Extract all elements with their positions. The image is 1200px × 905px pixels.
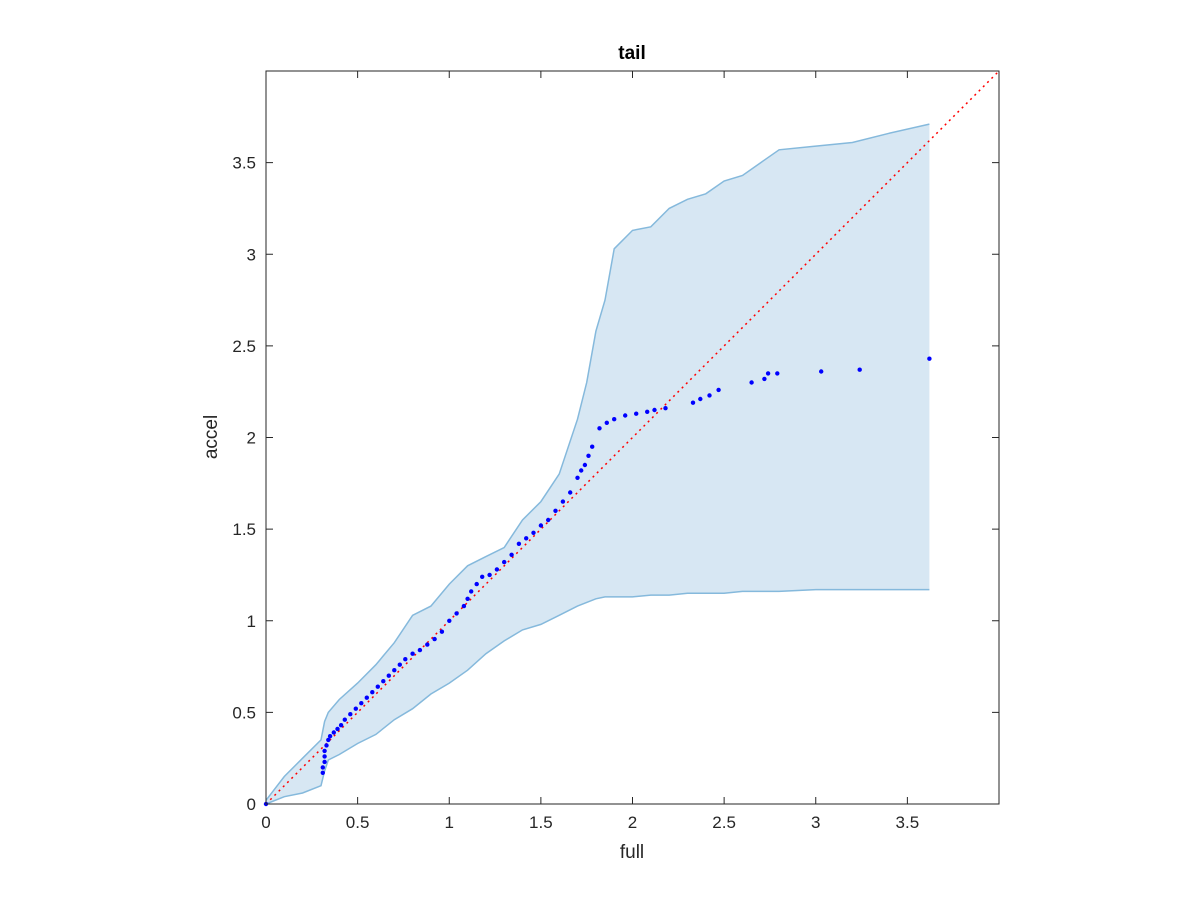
data-point (381, 679, 386, 684)
data-point (568, 490, 573, 495)
data-point (322, 748, 327, 754)
data-point (716, 387, 721, 393)
data-point (322, 759, 327, 765)
data-point (375, 684, 380, 689)
data-point (322, 754, 327, 759)
data-point (538, 523, 544, 528)
y-tick-label: 0 (247, 795, 256, 814)
data-point (707, 393, 712, 398)
data-point (775, 371, 780, 376)
data-point (597, 426, 602, 431)
data-point (335, 726, 340, 732)
data-point (590, 444, 595, 449)
data-point (461, 603, 467, 609)
x-tick-label: 0.5 (346, 813, 370, 832)
data-point (579, 468, 584, 473)
data-point (698, 396, 703, 402)
data-point (509, 552, 514, 557)
data-point (410, 651, 415, 656)
data-point (582, 462, 588, 468)
data-point (819, 369, 824, 374)
data-point (762, 376, 767, 382)
y-axis-label: accel (201, 415, 222, 459)
data-point (331, 730, 336, 735)
data-point (927, 356, 932, 361)
data-point (342, 717, 347, 722)
y-tick-label: 1 (247, 612, 256, 631)
data-point (364, 695, 369, 700)
data-point (690, 400, 696, 405)
y-tick-label: 1.5 (232, 520, 256, 539)
x-tick-label: 2 (628, 813, 637, 832)
confidence-band (266, 124, 930, 805)
data-point (320, 765, 325, 770)
data-point (425, 642, 430, 647)
data-point (612, 417, 617, 422)
data-point (749, 380, 754, 385)
band-lower-edge (265, 588, 930, 805)
y-tick-label: 3 (247, 245, 256, 264)
data-point (604, 420, 609, 425)
x-tick-label: 1 (445, 813, 454, 832)
data-point (765, 371, 771, 376)
data-point (432, 636, 437, 642)
data-point (359, 701, 364, 706)
data-point (553, 508, 558, 513)
data-point (531, 530, 536, 535)
data-point (392, 668, 397, 673)
data-point (324, 743, 329, 748)
data-point (623, 413, 628, 418)
data-point (502, 559, 507, 565)
data-point (348, 712, 353, 717)
data-point (546, 517, 551, 523)
data-point (353, 706, 358, 711)
data-point (326, 737, 331, 743)
data-point (439, 629, 445, 634)
data-point (465, 596, 470, 601)
ticks: 0 0.5 1 1.5 2 2.5 3 3.5 0 0.5 1 1.5 2 2.5 3 3.5 (232, 71, 999, 832)
data-point (338, 723, 344, 728)
data-point (370, 690, 375, 695)
x-tick-label: 3 (811, 813, 820, 832)
data-point (454, 611, 459, 616)
data-point (386, 673, 391, 678)
data-point (480, 574, 485, 579)
data-point (494, 567, 500, 572)
data-point (575, 475, 580, 480)
data-point (645, 409, 650, 414)
chart-title: tail (618, 43, 645, 64)
data-point (469, 589, 474, 594)
plot-area (263, 70, 1000, 807)
data-point (320, 770, 325, 775)
data-point (474, 581, 479, 587)
data-point (634, 411, 639, 416)
x-tick-label: 3.5 (896, 813, 920, 832)
x-tick-label: 2.5 (712, 813, 736, 832)
data-point (327, 734, 333, 739)
data-point (403, 657, 408, 662)
y-tick-label: 2 (247, 429, 256, 448)
y-tick-label: 2.5 (232, 337, 256, 356)
data-point (663, 406, 668, 411)
data-point (524, 536, 529, 541)
data-point (857, 367, 862, 372)
y-tick-label: 0.5 (232, 703, 256, 722)
x-tick-label: 0 (261, 813, 270, 832)
band-upper-edge (265, 123, 930, 801)
data-point (487, 572, 492, 578)
data-point (560, 499, 566, 504)
data-point (397, 662, 402, 667)
data-point (652, 407, 657, 413)
data-point (447, 618, 452, 623)
data-point (516, 541, 522, 546)
data-point (586, 453, 591, 458)
data-point (417, 647, 423, 653)
y-tick-label: 3.5 (232, 154, 256, 173)
x-tick-label: 1.5 (529, 813, 553, 832)
x-axis-label: full (620, 842, 644, 863)
